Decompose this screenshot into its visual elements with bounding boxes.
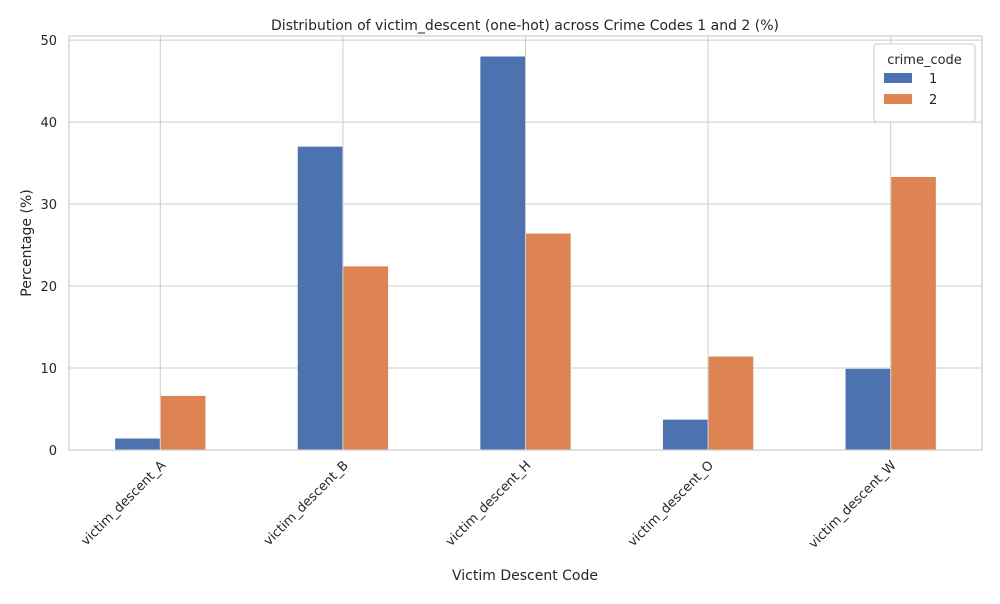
bar-series-2-victim_descent_H xyxy=(526,233,571,450)
bar-series-2-victim_descent_A xyxy=(160,395,206,450)
x-tick-label: victim_descent_W xyxy=(806,458,900,552)
legend: crime_code 12 xyxy=(873,43,976,123)
legend-items: 12 xyxy=(884,72,937,108)
y-tick-label: 0 xyxy=(49,444,57,459)
x-ticks: victim_descent_A victim_descent_B victim_d… xyxy=(78,458,899,552)
legend-swatch xyxy=(884,94,912,104)
bar-series-1-victim_descent_O xyxy=(662,419,708,450)
legend-entry-label: 2 xyxy=(929,93,937,108)
y-tick-label: 20 xyxy=(40,280,57,295)
x-tick-label: victim_descent_O xyxy=(625,458,717,550)
y-tick-label: 10 xyxy=(40,362,57,377)
legend-title: crime_code xyxy=(887,53,962,68)
bar-series-1-victim_descent_B xyxy=(297,146,343,450)
bars-layer xyxy=(115,56,936,451)
chart-title: Distribution of victim_descent (one-hot)… xyxy=(271,18,779,34)
legend-swatch xyxy=(884,73,912,83)
plot-frame xyxy=(68,35,983,451)
bar-series-1-victim_descent_W xyxy=(845,368,891,450)
y-tick-label: 30 xyxy=(40,198,57,213)
x-tick-label: victim_descent_A xyxy=(78,458,169,549)
bar-series-2-victim_descent_O xyxy=(708,356,754,450)
grid-layer xyxy=(69,36,982,451)
x-tick-label: victim_descent_H xyxy=(443,458,534,549)
y-ticks: 0 10 20 30 40 50 xyxy=(40,34,57,459)
bar-series-2-victim_descent_B xyxy=(343,266,389,450)
legend-entry-label: 1 xyxy=(929,72,937,87)
bar-series-2-victim_descent_W xyxy=(891,177,936,451)
y-axis-label: Percentage (%) xyxy=(19,189,35,296)
y-tick-label: 50 xyxy=(40,34,57,49)
bar-series-1-victim_descent_A xyxy=(115,438,160,450)
x-axis-label: Victim Descent Code xyxy=(452,568,598,584)
bar-series-1-victim_descent_H xyxy=(480,56,525,450)
x-tick-label: victim_descent_B xyxy=(261,458,352,549)
y-tick-label: 40 xyxy=(40,116,57,131)
